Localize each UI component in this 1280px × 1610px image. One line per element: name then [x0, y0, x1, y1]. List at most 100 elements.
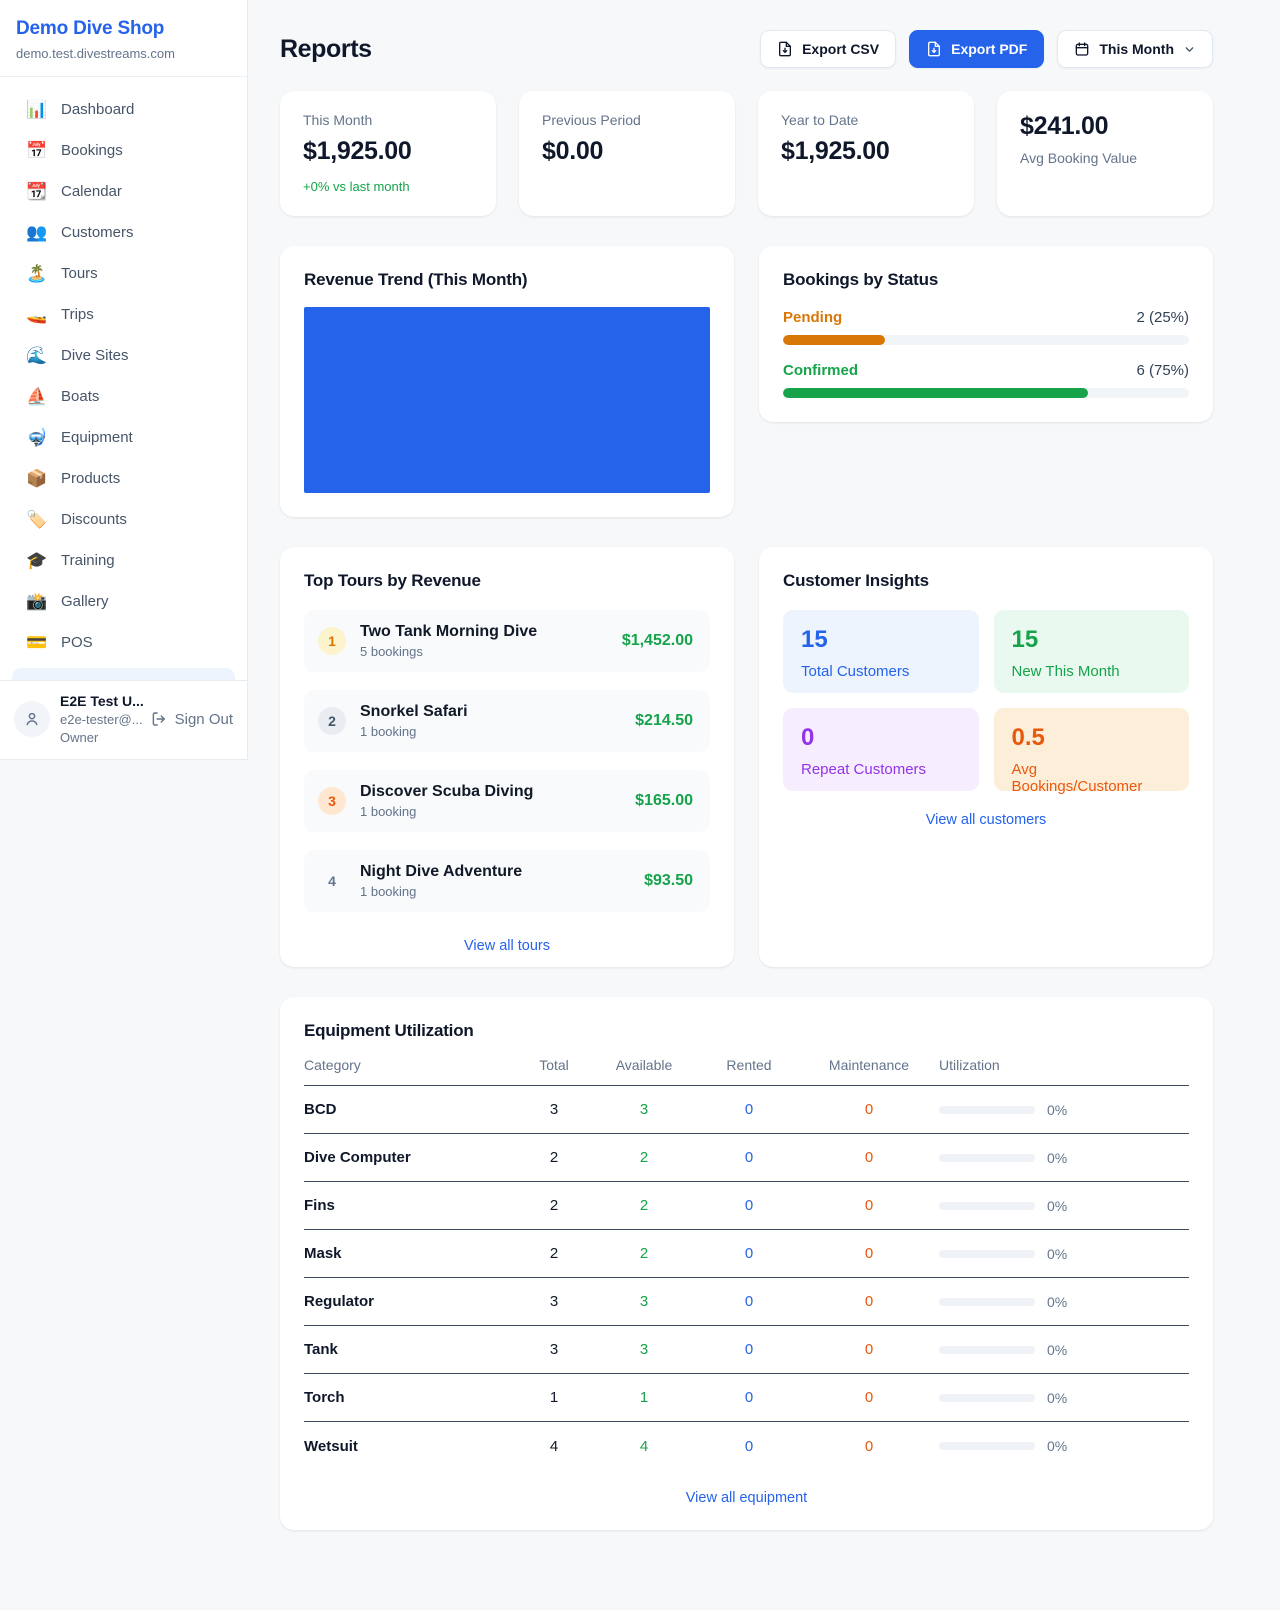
customer-insights-card: Customer Insights 15 Total Customers 15 New… — [759, 547, 1213, 967]
sidebar-item-reports-partial[interactable] — [12, 668, 235, 680]
utilization-bar — [939, 1201, 1035, 1210]
cell-maintenance: 0 — [864, 1197, 874, 1214]
status-row-header: Pending 2 (25%) — [783, 309, 1189, 326]
status-label: Pending — [783, 309, 843, 326]
export-csv-button[interactable]: Export CSV — [760, 30, 897, 68]
cell-category: Dive Computer — [304, 1149, 411, 1166]
cell-utilization: 0% — [939, 1246, 1189, 1262]
tour-revenue: $93.50 — [644, 872, 693, 889]
stat-value: $1,925.00 — [303, 137, 412, 165]
export-pdf-button[interactable]: Export PDF — [909, 30, 1045, 68]
diving-mask-icon: 🤿 — [26, 428, 48, 447]
tour-name: Night Dive Adventure — [360, 863, 523, 880]
cell-total: 2 — [549, 1197, 559, 1214]
cell-available: 3 — [639, 1101, 649, 1118]
view-all-equipment-link[interactable]: View all equipment — [685, 1490, 808, 1506]
utilization-percent: 0% — [1047, 1101, 1068, 1118]
revenue-trend-title: Revenue Trend (This Month) — [304, 270, 528, 289]
rank-badge: 1 — [318, 627, 346, 655]
file-download-icon — [779, 41, 792, 57]
revenue-trend-chart — [304, 307, 710, 493]
sidebar-item-training[interactable]: 🎓 Training — [12, 540, 235, 581]
sidebar-item-pos[interactable]: 💳 POS — [12, 622, 235, 663]
tour-info: Discover Scuba Diving 1 booking — [360, 783, 533, 819]
cell-category: Mask — [304, 1245, 342, 1262]
view-all-customers-link[interactable]: View all customers — [925, 812, 1047, 828]
sidebar-item-equipment[interactable]: 🤿 Equipment — [12, 417, 235, 458]
stat-label: Year to Date — [781, 112, 859, 128]
cell-available: 3 — [639, 1341, 649, 1358]
sidebar-item-dive-sites[interactable]: 🌊 Dive Sites — [12, 335, 235, 376]
status-row-pending: Pending 2 (25%) — [783, 309, 1189, 345]
tour-info: Two Tank Morning Dive 5 bookings — [360, 623, 537, 659]
sidebar-item-dashboard[interactable]: 📊 Dashboard — [12, 89, 235, 130]
table-row: Wetsuit 4 4 0 0 0% — [304, 1422, 1189, 1470]
cell-available: 2 — [639, 1197, 649, 1214]
cell-rented: 0 — [744, 1149, 754, 1166]
sidebar-item-boats[interactable]: ⛵ Boats — [12, 376, 235, 417]
sidebar-item-customers[interactable]: 👥 Customers — [12, 212, 235, 253]
sidebar-item-gallery[interactable]: 📸 Gallery — [12, 581, 235, 622]
table-row: BCD 3 3 0 0 0% — [304, 1086, 1189, 1134]
cell-utilization: 0% — [939, 1438, 1189, 1454]
tour-revenue: $1,452.00 — [621, 632, 693, 649]
sign-out-button[interactable]: Sign Out — [150, 710, 233, 728]
utilization-percent: 0% — [1047, 1197, 1068, 1214]
chevron-down-icon — [1185, 46, 1194, 52]
utilization-bar — [939, 1393, 1035, 1402]
cell-rented: 0 — [744, 1389, 754, 1406]
sidebar-item-discounts[interactable]: 🏷️ Discounts — [12, 499, 235, 540]
sidebar-item-bookings[interactable]: 📅 Bookings — [12, 130, 235, 171]
view-all-tours-link[interactable]: View all tours — [464, 938, 550, 954]
export-pdf-label: Export PDF — [951, 41, 1028, 57]
status-progress-track — [783, 335, 1189, 345]
page-header: Reports Export CSV Export PDF This Month — [280, 30, 1213, 68]
column-header-rented: Rented — [726, 1057, 772, 1073]
sidebar-item-products[interactable]: 📦 Products — [12, 458, 235, 499]
insight-label: Repeat Customers — [801, 761, 927, 778]
sidebar-item-tours[interactable]: 🏝️ Tours — [12, 253, 235, 294]
status-progress-track — [783, 388, 1189, 398]
table-row: Mask 2 2 0 0 0% — [304, 1230, 1189, 1278]
speedboat-icon: 🚤 — [26, 305, 48, 324]
table-row: Dive Computer 2 2 0 0 0% — [304, 1134, 1189, 1182]
shop-name: Demo Dive Shop — [16, 18, 165, 39]
sidebar-item-label: Calendar — [61, 183, 122, 200]
status-value: 2 (25%) — [1136, 309, 1189, 326]
utilization-percent: 0% — [1047, 1245, 1068, 1262]
sidebar-nav: 📊 Dashboard 📅 Bookings 📆 Calendar 👥 Customers 🏝️… — [0, 77, 247, 663]
sign-out-icon — [152, 712, 165, 726]
tour-name: Two Tank Morning Dive — [360, 623, 538, 640]
table-row: Torch 1 1 0 0 0% — [304, 1374, 1189, 1422]
customer-insights-title: Customer Insights — [783, 571, 929, 590]
cell-rented: 0 — [744, 1341, 754, 1358]
cell-maintenance: 0 — [864, 1389, 874, 1406]
utilization-percent: 0% — [1047, 1149, 1068, 1166]
header-actions: Export CSV Export PDF This Month — [760, 30, 1213, 68]
stats-cards: This Month $1,925.00 +0% vs last month Prev… — [280, 91, 1213, 216]
period-label: This Month — [1099, 41, 1174, 57]
sidebar-item-trips[interactable]: 🚤 Trips — [12, 294, 235, 335]
tour-name: Discover Scuba Diving — [360, 783, 534, 800]
graduation-cap-icon: 🎓 — [26, 551, 48, 570]
rank-badge: 2 — [318, 707, 346, 735]
shop-domain: demo.test.divestreams.com — [16, 46, 175, 61]
insight-card-repeat-customers: 0 Repeat Customers — [783, 708, 979, 791]
wave-icon: 🌊 — [26, 346, 48, 365]
camera-flash-icon: 📸 — [26, 592, 48, 611]
sidebar-item-calendar[interactable]: 📆 Calendar — [12, 171, 235, 212]
column-header-maintenance: Maintenance — [828, 1057, 910, 1073]
insight-value: 15 — [801, 626, 828, 653]
cell-rented: 0 — [744, 1245, 754, 1262]
sidebar-item-label: Gallery — [61, 593, 109, 610]
period-dropdown[interactable]: This Month — [1057, 30, 1213, 68]
tour-bookings-count: 1 booking — [360, 884, 417, 899]
insight-value: 0.5 — [1011, 724, 1045, 751]
insight-label: Total Customers — [801, 663, 910, 680]
utilization-bar — [939, 1153, 1035, 1162]
tour-bookings-count: 1 booking — [360, 724, 417, 739]
cell-utilization: 0% — [939, 1390, 1189, 1406]
sidebar-item-label: Equipment — [61, 429, 133, 446]
insight-label: Avg Bookings/Customer — [1011, 761, 1143, 795]
